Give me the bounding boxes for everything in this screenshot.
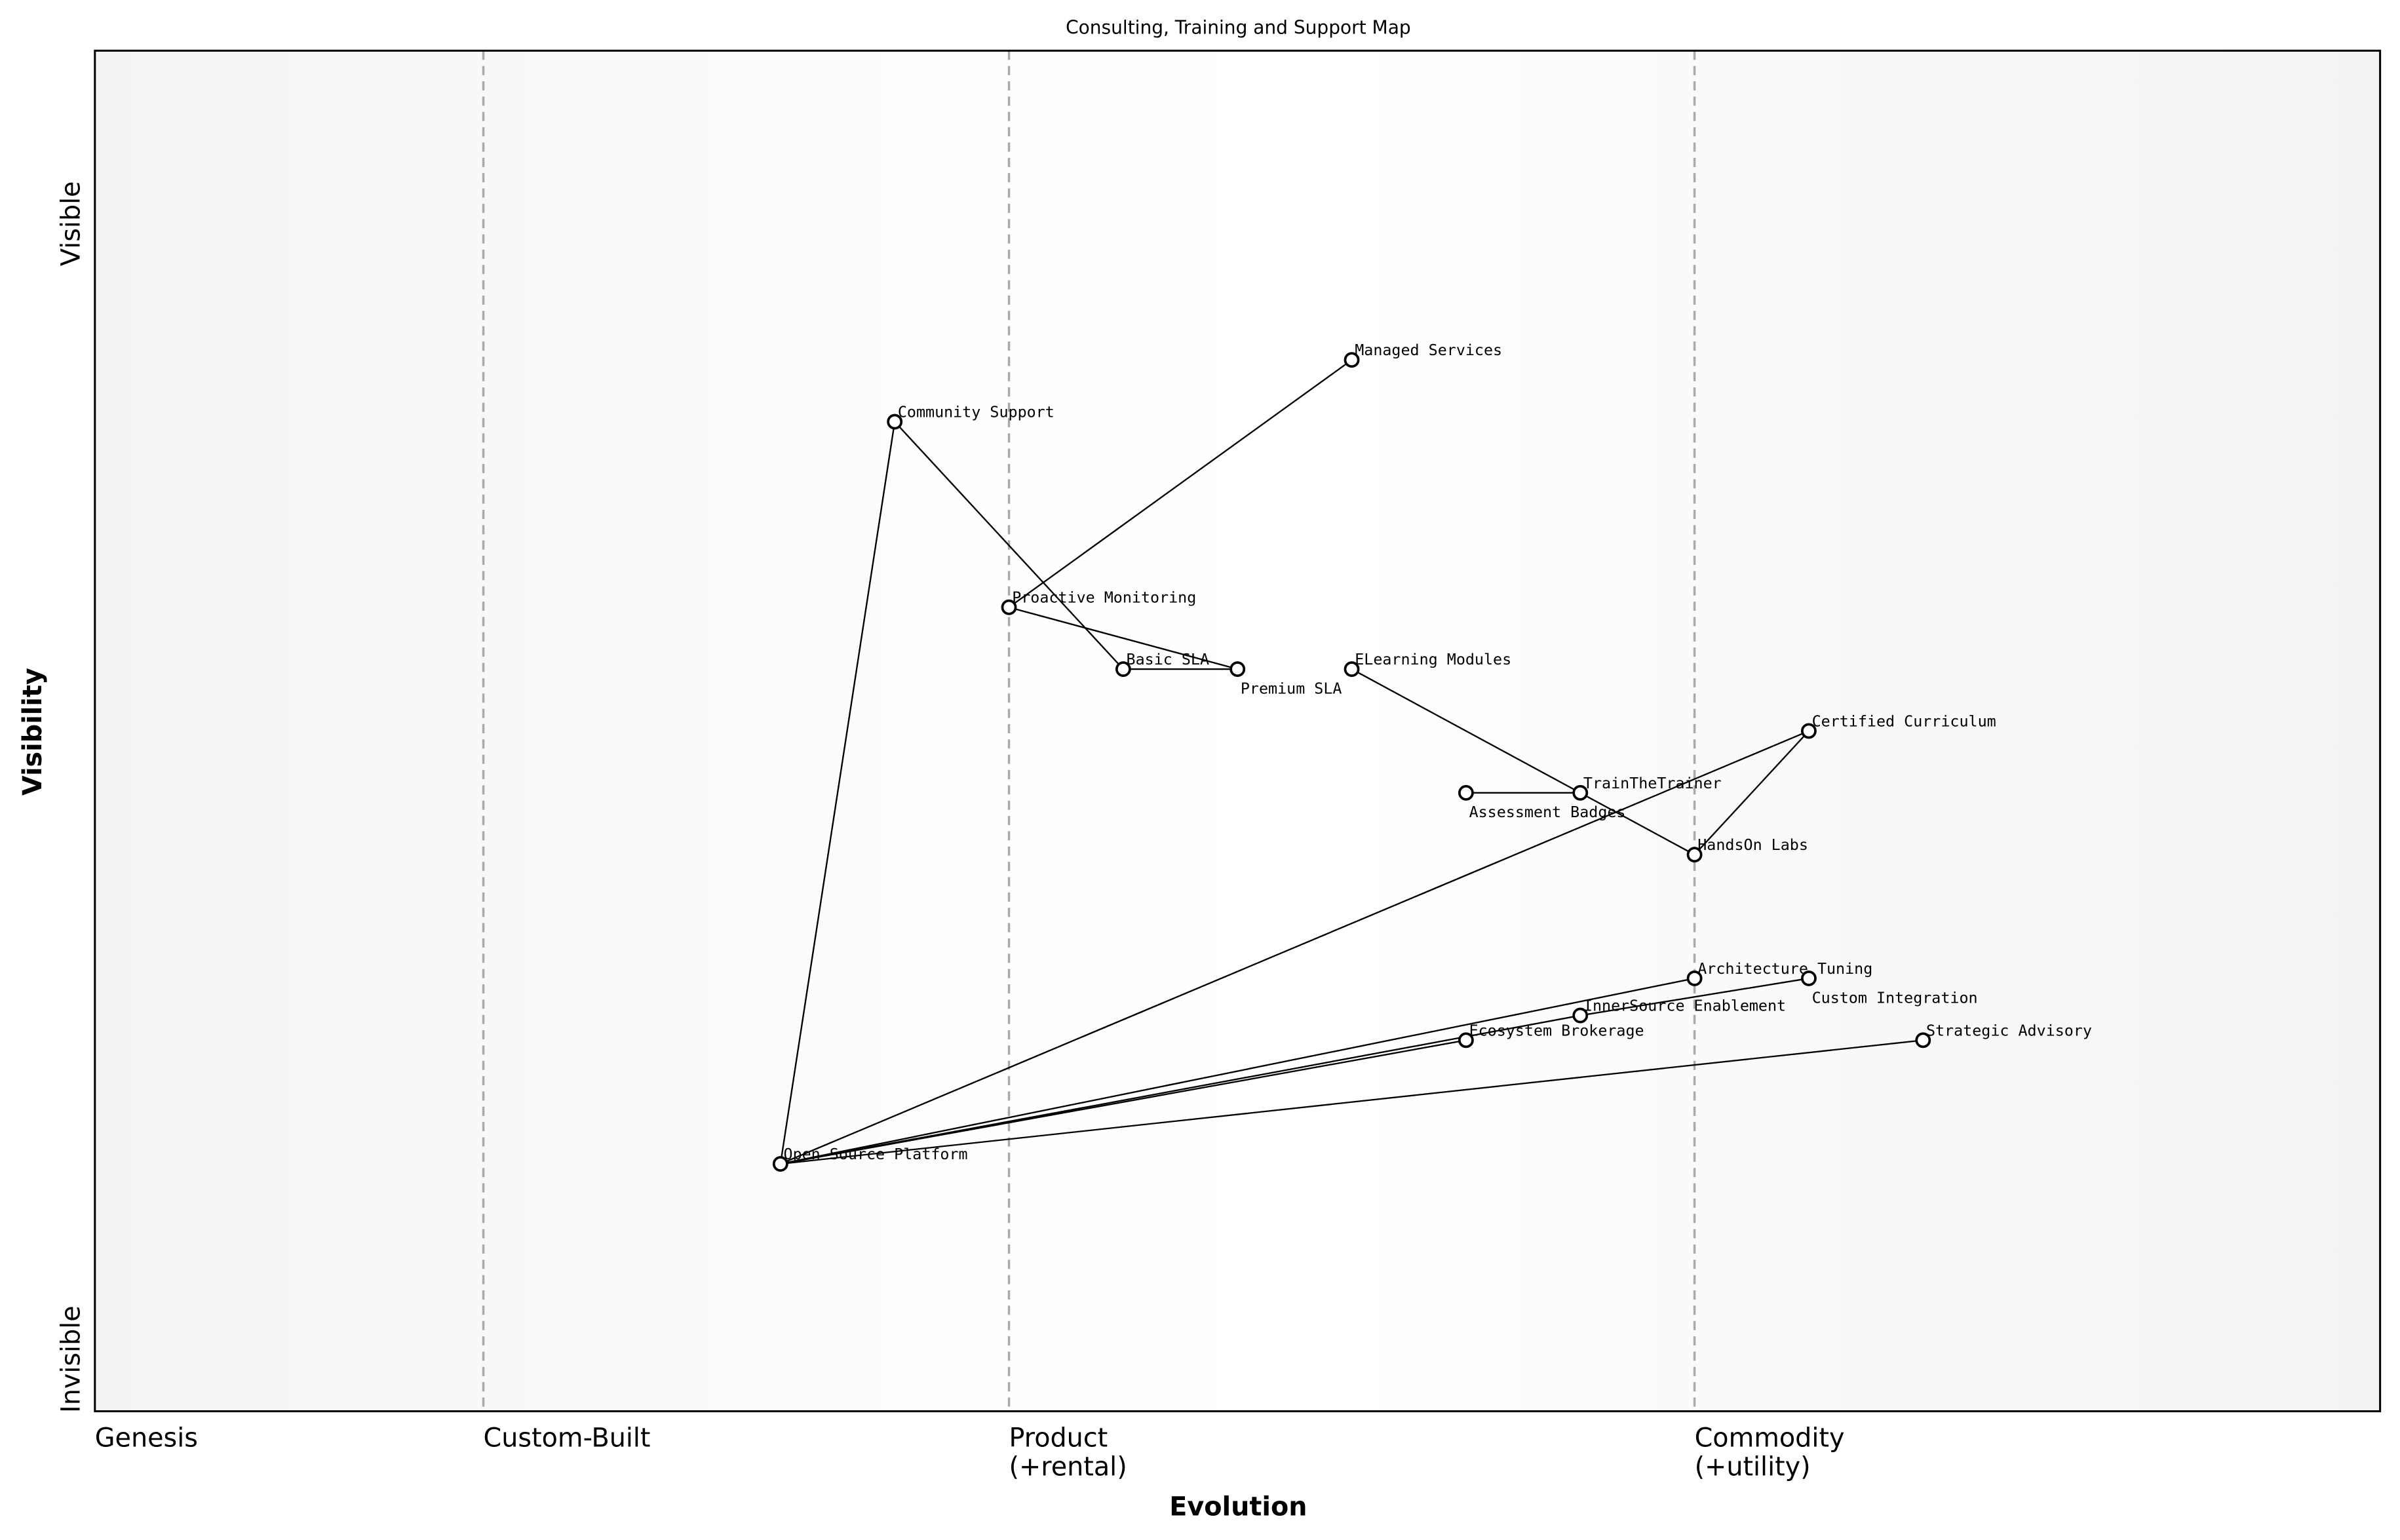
dependency-edge [1009,606,1238,670]
component-node[interactable]: Strategic Advisory [1915,1021,2092,1049]
node-marker[interactable] [1001,599,1017,615]
dependency-edge [1580,977,1810,1016]
dependency-edge [780,977,1695,1165]
component-node[interactable]: Open Source Platform [772,1145,968,1172]
stage-label: Custom-Built [484,1423,651,1453]
node-marker[interactable] [1686,971,1703,986]
component-node[interactable]: HandsOn Labs [1686,836,1808,863]
node-marker[interactable] [1686,847,1703,863]
component-node[interactable]: Proactive Monitoring [1001,588,1196,615]
node-marker[interactable] [1229,661,1246,677]
component-node[interactable]: Premium SLA [1229,661,1342,697]
node-label: Proactive Monitoring [1012,588,1196,607]
node-label: ELearning Modules [1355,650,1511,668]
dependency-edge [780,1014,1581,1165]
component-node[interactable]: Basic SLA [1115,650,1209,677]
stage-label: Commodity (+utility) [1695,1423,1845,1482]
node-label: HandsOn Labs [1697,836,1808,854]
node-label: Basic SLA [1127,650,1209,668]
component-node[interactable]: Assessment Badges [1458,784,1626,821]
dependency-edge [1008,359,1353,608]
node-marker[interactable] [772,1156,788,1172]
component-node[interactable]: Architecture Tuning [1686,959,1873,986]
node-marker[interactable] [1115,661,1131,677]
component-node[interactable]: TrainTheTrainer [1572,774,1722,801]
y-axis-label: Visibility [18,668,48,796]
node-marker[interactable] [1344,352,1360,368]
node-label: Premium SLA [1241,679,1342,697]
y-top-label: Visible [56,181,86,266]
node-label: Strategic Advisory [1926,1021,2092,1039]
component-node[interactable]: Certified Curriculum [1801,712,1996,739]
node-label: Community Support [898,403,1055,421]
component-node[interactable]: ELearning Modules [1344,650,1512,677]
dependency-edge [780,1039,1924,1165]
component-node[interactable]: Managed Services [1344,341,1503,368]
y-bottom-label: Invisible [56,1305,86,1413]
node-marker[interactable] [887,414,903,430]
node-label: Managed Services [1355,341,1502,359]
node-label: TrainTheTrainer [1583,774,1722,792]
node-marker[interactable] [1344,661,1360,677]
chart-title: Consulting, Training and Support Map [1066,17,1411,39]
node-label: InnerSource Enablement [1583,997,1786,1015]
plot-background [94,50,2380,1412]
dependency-edge [779,421,896,1165]
stage-label: Genesis [95,1423,198,1453]
component-node[interactable]: InnerSource Enablement [1572,997,1786,1024]
stage-label: Product (+rental) [1009,1423,1127,1482]
node-marker[interactable] [1458,784,1474,801]
plot-frame [94,49,2382,1413]
dependency-edge [1351,668,1695,856]
component-node[interactable]: Community Support [887,403,1055,430]
node-marker[interactable] [1572,784,1589,801]
dependency-edge [780,730,1810,1165]
node-marker[interactable] [1458,1032,1474,1049]
node-marker[interactable] [1572,1007,1589,1024]
node-marker[interactable] [1915,1032,1931,1049]
node-label: Ecosystem Brokerage [1469,1021,1644,1039]
node-label: Certified Curriculum [1812,712,1996,730]
component-node[interactable]: Ecosystem Brokerage [1458,1021,1644,1049]
node-label: Open Source Platform [784,1145,968,1163]
component-node[interactable]: Custom Integration [1801,971,1978,1007]
node-label: Custom Integration [1812,988,1978,1007]
node-label: Architecture Tuning [1697,959,1872,978]
dependency-edge [1694,730,1810,855]
node-marker[interactable] [1801,723,1817,739]
node-label: Assessment Badges [1469,803,1626,821]
node-marker[interactable] [1801,971,1817,986]
x-axis-label: Evolution [1169,1492,1307,1522]
